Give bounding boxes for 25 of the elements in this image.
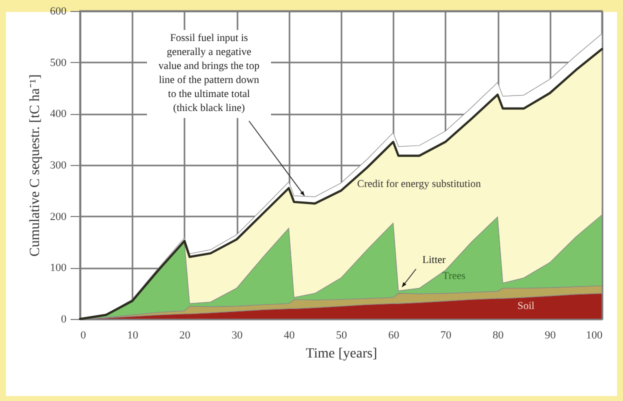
y-tick-label: 500 [50, 56, 67, 69]
x-tick-label: 10 [127, 330, 139, 342]
x-tick-label: 30 [232, 330, 244, 342]
y-axis-title: Cumulative C sequestr. [tC ha⁻¹] [28, 74, 43, 257]
y-tick-label: 300 [50, 160, 67, 172]
y-tick-label: 100 [50, 262, 67, 274]
y-tick-label: 600 [50, 6, 67, 18]
x-tick-label: 60 [388, 330, 400, 342]
x-tick-label: 40 [284, 330, 296, 342]
y-tick-label: 200 [50, 210, 67, 223]
x-axis-title: Time [years] [306, 346, 378, 362]
x-tick-label: 50 [336, 330, 348, 342]
x-tick-label: 0 [80, 330, 86, 342]
x-tick-label: 100 [586, 330, 603, 342]
x-tick-label: 80 [492, 330, 504, 342]
annotation: Fossil fuel input is generally a negative value and brings the top line of the pattern down to the ultimate total (thick black line) [158, 33, 260, 114]
annotation: Litter [422, 255, 446, 266]
annotation: Soil [518, 301, 535, 312]
x-tick-label: 70 [440, 330, 452, 342]
annotation: Credit for energy substitution [357, 179, 482, 190]
y-tick-label: 0 [61, 314, 67, 326]
x-tick-label: 20 [179, 330, 191, 342]
x-tick-label: 90 [544, 330, 556, 342]
y-tick-label: 400 [50, 108, 67, 120]
annotation: Trees [442, 271, 466, 282]
